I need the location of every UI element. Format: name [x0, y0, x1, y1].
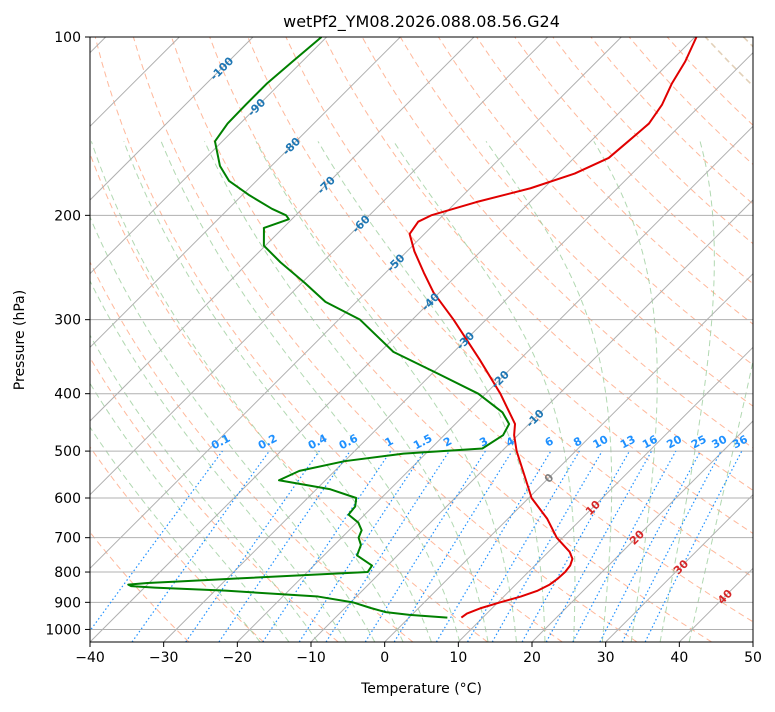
dry-adiabat-line	[476, 37, 753, 325]
dry-adiabat-line	[285, 37, 753, 535]
y-tick-label: 300	[54, 313, 81, 329]
dry-adiabat-line	[171, 37, 713, 642]
dry-adiabat-line	[90, 446, 264, 642]
isotherm-line	[90, 37, 401, 349]
mixing-ratio-label: 30	[710, 433, 730, 452]
temperature-profile-line	[408, 37, 698, 619]
dewpoint-profile-line	[127, 37, 511, 619]
x-tick-label: −20	[223, 650, 253, 666]
isotherm-line	[90, 37, 696, 642]
isotherm-line	[90, 37, 622, 570]
y-tick-label: 400	[54, 387, 81, 403]
dry-adiabat-line	[323, 37, 753, 491]
mixing-ratio-line	[644, 450, 743, 642]
y-tick-label: 500	[54, 444, 81, 460]
mixing-ratio-line	[185, 450, 320, 642]
mixing-ratio-line	[521, 450, 631, 642]
isotherm-line	[236, 125, 753, 642]
mixing-ratio-label: 16	[640, 433, 660, 452]
y-axis-title: Pressure (hPa)	[12, 290, 28, 390]
dry-adiabat-line	[247, 37, 753, 578]
y-tick-label: 700	[54, 531, 81, 547]
mixing-ratio-label: 25	[689, 433, 709, 452]
mixing-ratio-line	[325, 450, 450, 642]
mixing-ratio-line	[545, 450, 653, 642]
y-tick-label: 100	[54, 30, 81, 46]
mixing-ratio-label: 10	[591, 433, 611, 452]
chart-title: wetPf2_YM08.2026.088.08.56.G24	[283, 12, 560, 32]
dry-adiabat-line	[94, 37, 563, 642]
isotherm-line	[90, 37, 328, 275]
dry-adiabat-line	[514, 37, 753, 285]
isotherm-line	[384, 272, 753, 642]
dry-adiabat-line	[90, 356, 339, 642]
isotherm-line	[90, 37, 549, 496]
x-tick-label: 40	[670, 650, 688, 666]
mixing-ratio-label: 13	[618, 433, 638, 452]
x-tick-label: −10	[296, 650, 326, 666]
profile-lines	[127, 37, 698, 619]
x-tick-label: −40	[75, 650, 105, 666]
y-tick-label: 600	[54, 491, 81, 507]
x-tick-label: 20	[523, 650, 541, 666]
dry-adiabat-line	[90, 260, 414, 642]
axes: −40 −30 −20 −10 0 10 20 30 40 50 100 200 300 400 500 60…	[45, 30, 762, 666]
isotherm-line	[90, 37, 254, 201]
x-tick-label: 10	[449, 650, 467, 666]
x-tick-label: 30	[597, 650, 615, 666]
mixing-ratio-line	[262, 450, 392, 642]
mixing-ratio-line	[298, 450, 425, 642]
x-axis-title: Temperature (°C)	[360, 681, 482, 697]
mixing-ratio-label: 36	[730, 433, 750, 452]
dry-adiabat-line	[209, 37, 753, 623]
mixing-ratio-line	[572, 450, 677, 642]
x-tick-label: 50	[744, 650, 762, 666]
isotherm-line	[531, 420, 753, 642]
mixing-ratio-line	[393, 450, 513, 642]
y-tick-label: 200	[54, 208, 81, 224]
y-tick-label: 1000	[45, 622, 81, 638]
mixing-ratio-line	[131, 450, 270, 642]
x-tick-label: 0	[380, 650, 389, 666]
x-tick-label: −30	[149, 650, 179, 666]
isotherm-line	[310, 199, 753, 642]
mixing-ratio-label: 20	[664, 433, 684, 452]
isotherm-line	[90, 37, 475, 422]
isotherm-line	[605, 493, 753, 642]
mixing-ratio-line	[218, 450, 351, 642]
mixing-ratio-line	[90, 450, 223, 632]
plot-frame	[89, 36, 754, 643]
y-tick-label: 900	[54, 595, 81, 611]
y-tick-label: 800	[54, 565, 81, 581]
